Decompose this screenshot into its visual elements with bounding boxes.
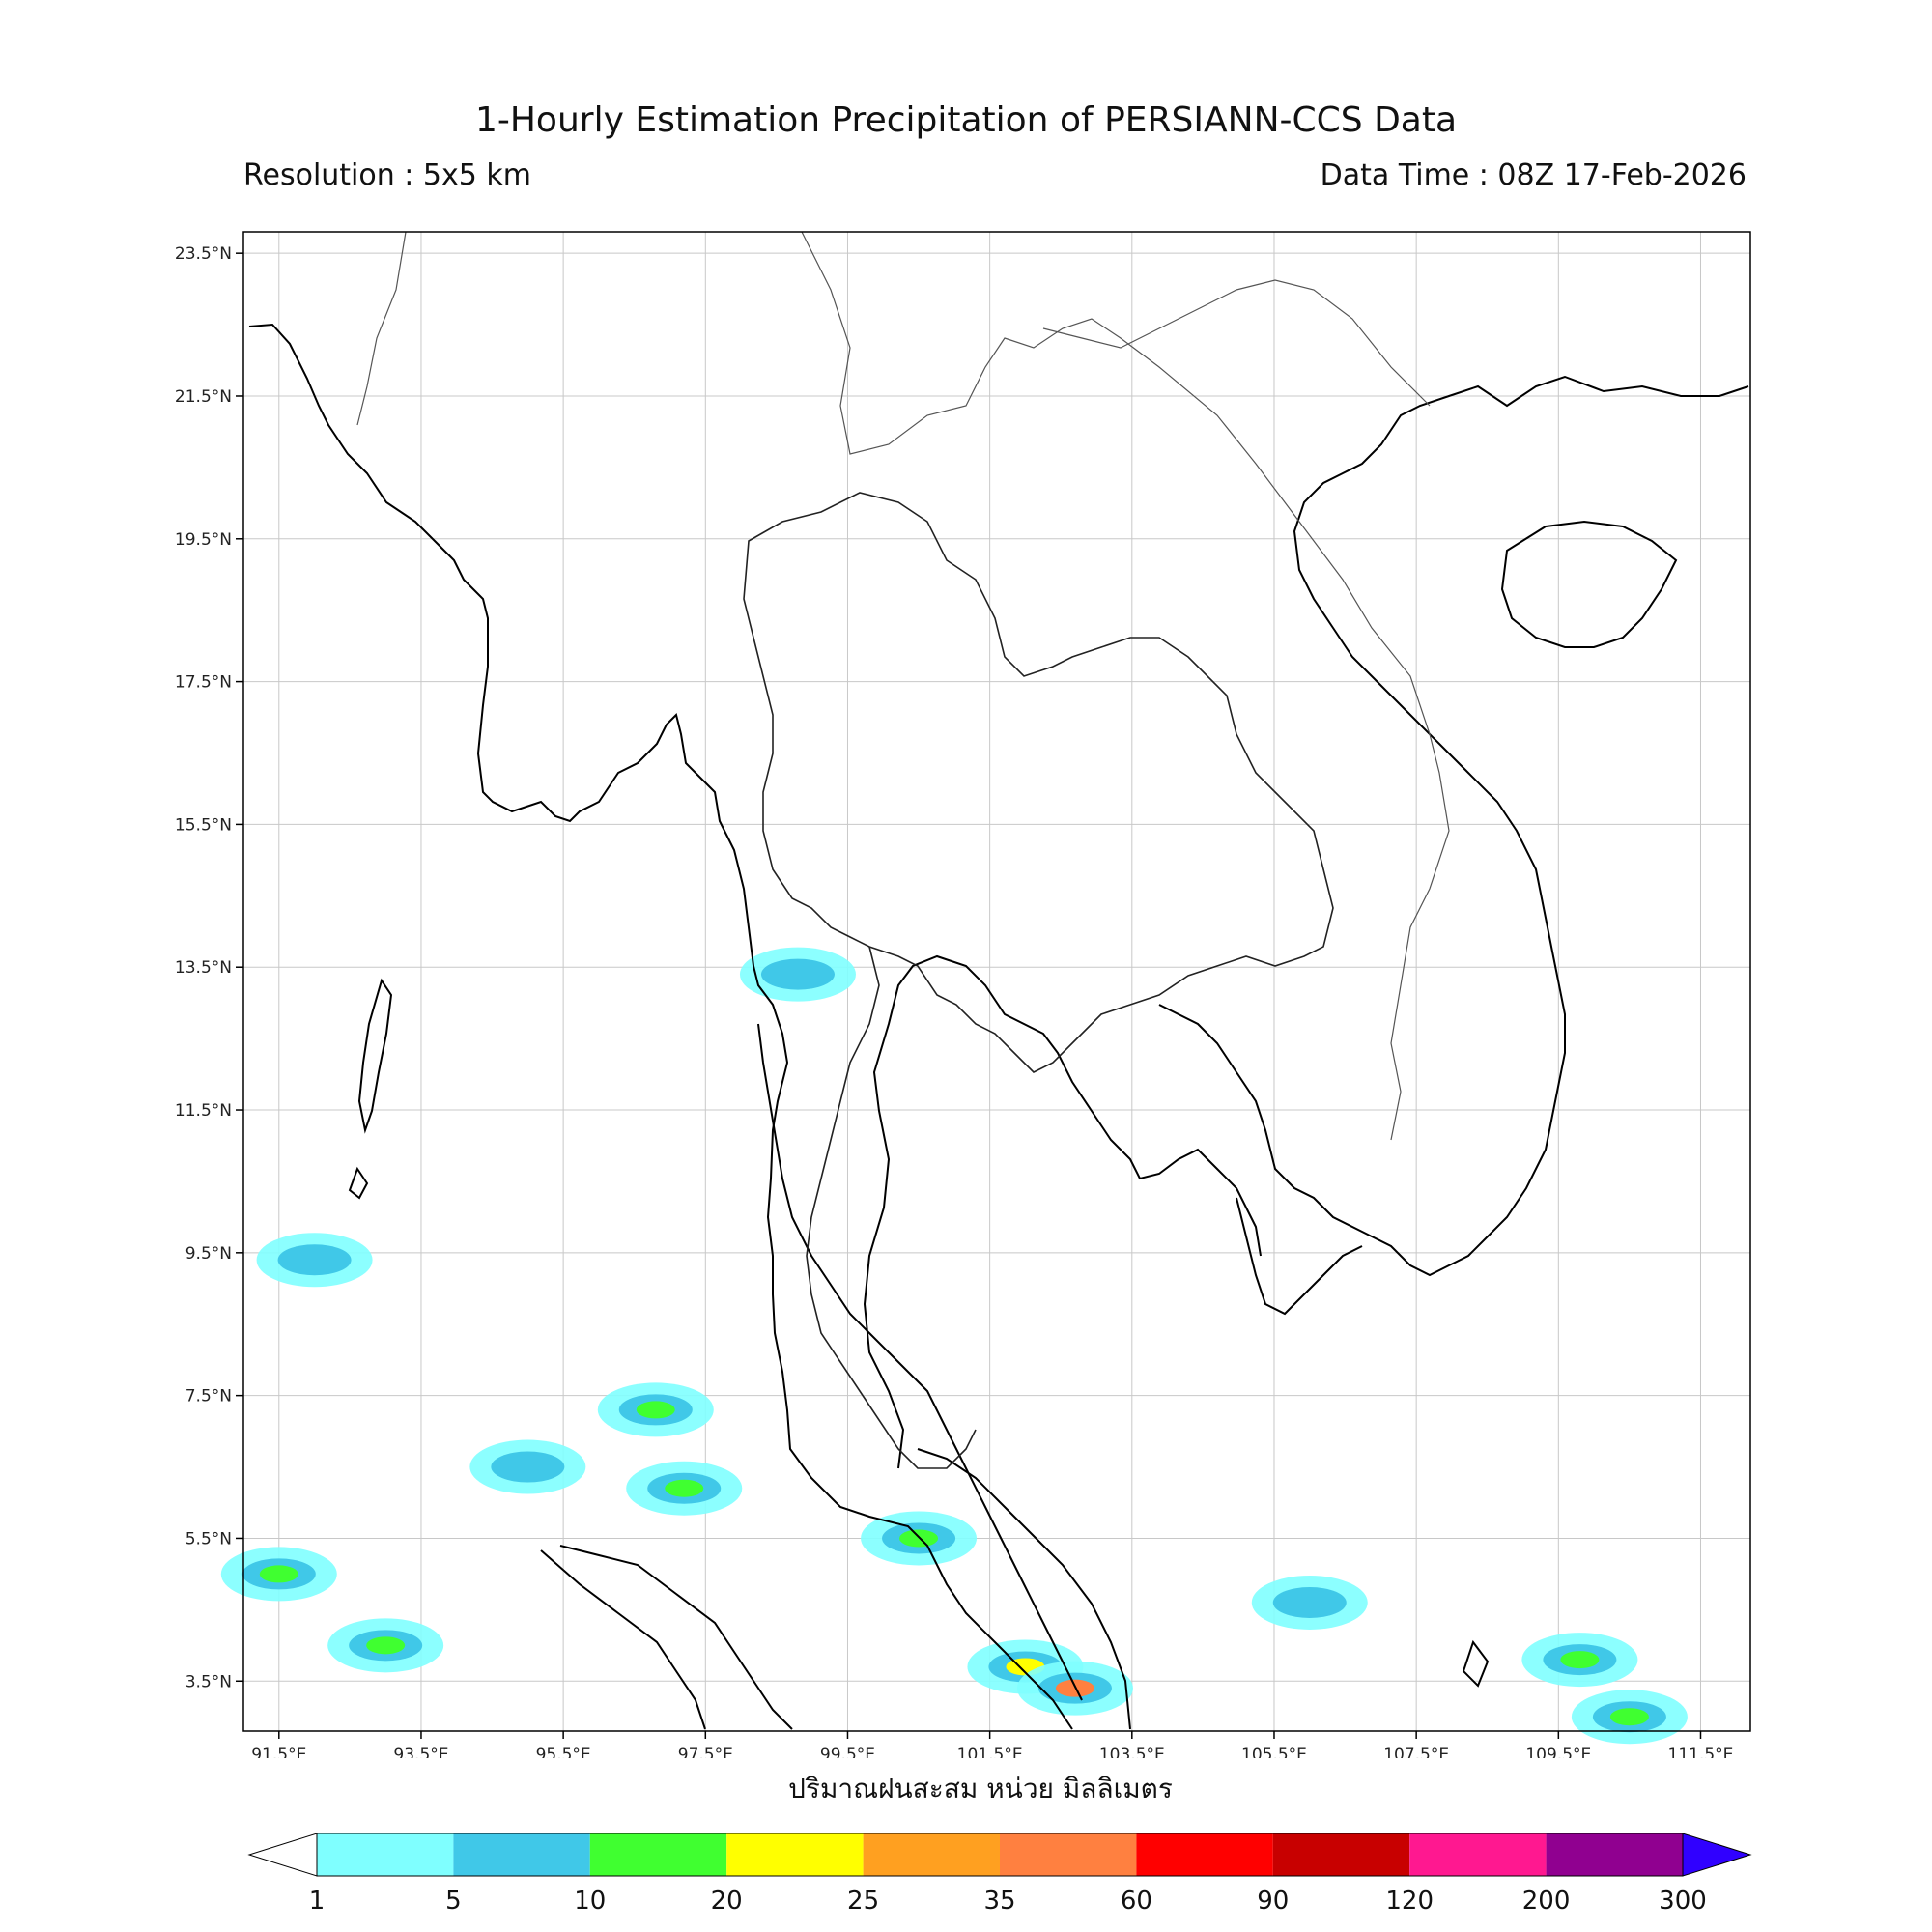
colorbar-segment: [863, 1833, 1000, 1876]
colorbar-segment: [317, 1833, 454, 1876]
lat-tick-label: 21.5°N: [175, 387, 232, 407]
map-frame: 91.5°E 93.5°E 95.5°E 97.5°E 99.5°E 101.5°E 103…: [175, 231, 1751, 1758]
colorbar-tick-label: 5: [445, 1887, 462, 1916]
rain-cell-peak: [665, 1479, 704, 1497]
lon-tick-label: 103.5°E: [1099, 1746, 1165, 1758]
lat-tick-label: 5.5°N: [185, 1529, 232, 1548]
thailand-province-borders: [743, 492, 1334, 1469]
rain-cell-peak: [1560, 1651, 1600, 1669]
colorbar-tick-label: 120: [1385, 1887, 1434, 1916]
rain-cell-peak: [636, 1401, 675, 1419]
lat-tick-label: 13.5°N: [175, 958, 232, 978]
lon-tick-label: 109.5°E: [1525, 1746, 1591, 1758]
resolution-label: Resolution : 5x5 km: [243, 158, 531, 192]
rain-cell-peak: [259, 1565, 298, 1583]
lat-tick-label: 19.5°N: [175, 530, 232, 550]
colorbar-tick-label: 200: [1522, 1887, 1571, 1916]
rain-cell-peak: [1609, 1708, 1649, 1726]
colorbar-segment: [1546, 1833, 1683, 1876]
colorbar-segment: [1409, 1833, 1547, 1876]
coastline: [248, 323, 1749, 1730]
colorbar-segment: [589, 1833, 727, 1876]
lon-tick-label: 91.5°E: [251, 1746, 306, 1758]
rain-cell-peak: [366, 1636, 406, 1655]
colorbar-frame: [316, 1833, 1684, 1877]
lat-tick-label: 7.5°N: [185, 1387, 232, 1406]
colorbar-under-arrow: [247, 1833, 318, 1877]
data-time-label: Data Time : 08Z 17-Feb-2026: [1320, 158, 1747, 192]
lat-tick-label: 15.5°N: [175, 815, 232, 835]
graticule: [243, 232, 1750, 1731]
lat-tick-label: 9.5°N: [185, 1244, 232, 1264]
colorbar: 1 5 10 20 25 35 60 90 120 200 300: [247, 1833, 1752, 1916]
lon-tick-label: 93.5°E: [393, 1746, 448, 1758]
colorbar-tick-label: 10: [574, 1887, 606, 1916]
colorbar-over-arrow: [1682, 1833, 1752, 1877]
colorbar-segment: [453, 1833, 590, 1876]
rain-cell-core: [1272, 1586, 1347, 1618]
unit-label: ปริมาณฝนสะสม หน่วย มิลลิเมตร: [788, 1773, 1173, 1804]
rain-cell-core: [760, 958, 835, 990]
lat-tick-label: 11.5°N: [175, 1101, 232, 1121]
lat-tick-label: 23.5°N: [175, 244, 232, 264]
colorbar-tick-label: 1: [309, 1887, 326, 1916]
lon-tick-label: 111.5°E: [1668, 1746, 1734, 1758]
lon-tick-label: 95.5°E: [536, 1746, 591, 1758]
colorbar-tick-label: 25: [847, 1887, 879, 1916]
rain-cell-core: [277, 1244, 352, 1276]
colorbar-segment: [1136, 1833, 1273, 1876]
colorbar-tick-label: 35: [983, 1887, 1015, 1916]
colorbar-segment: [726, 1833, 864, 1876]
lat-tick-label: 3.5°N: [185, 1672, 232, 1691]
colorbar-tick-label: 60: [1121, 1887, 1152, 1916]
lon-tick-label: 101.5°E: [957, 1746, 1023, 1758]
lon-tick-label: 97.5°E: [678, 1746, 733, 1758]
colorbar-tick-label: 300: [1659, 1887, 1707, 1916]
map-border: [242, 231, 1751, 1732]
country-borders: [356, 231, 1450, 1141]
colorbar-segment: [1272, 1833, 1410, 1876]
colorbar-tick-label: 90: [1257, 1887, 1289, 1916]
lon-tick-label: 105.5°E: [1241, 1746, 1307, 1758]
lon-tick-label: 99.5°E: [820, 1746, 875, 1758]
lat-tick-label: 17.5°N: [175, 673, 232, 693]
chart-title: 1-Hourly Estimation Precipitation of PER…: [474, 100, 1458, 140]
rain-cell-core: [491, 1451, 565, 1483]
rain-field: [220, 947, 1688, 1745]
lon-tick-label: 107.5°E: [1383, 1746, 1449, 1758]
colorbar-tick-label: 20: [711, 1887, 743, 1916]
colorbar-segment: [1000, 1833, 1137, 1876]
precipitation-map: 91.5°E 93.5°E 95.5°E 97.5°E 99.5°E 101.5°E 103…: [175, 231, 1751, 1758]
